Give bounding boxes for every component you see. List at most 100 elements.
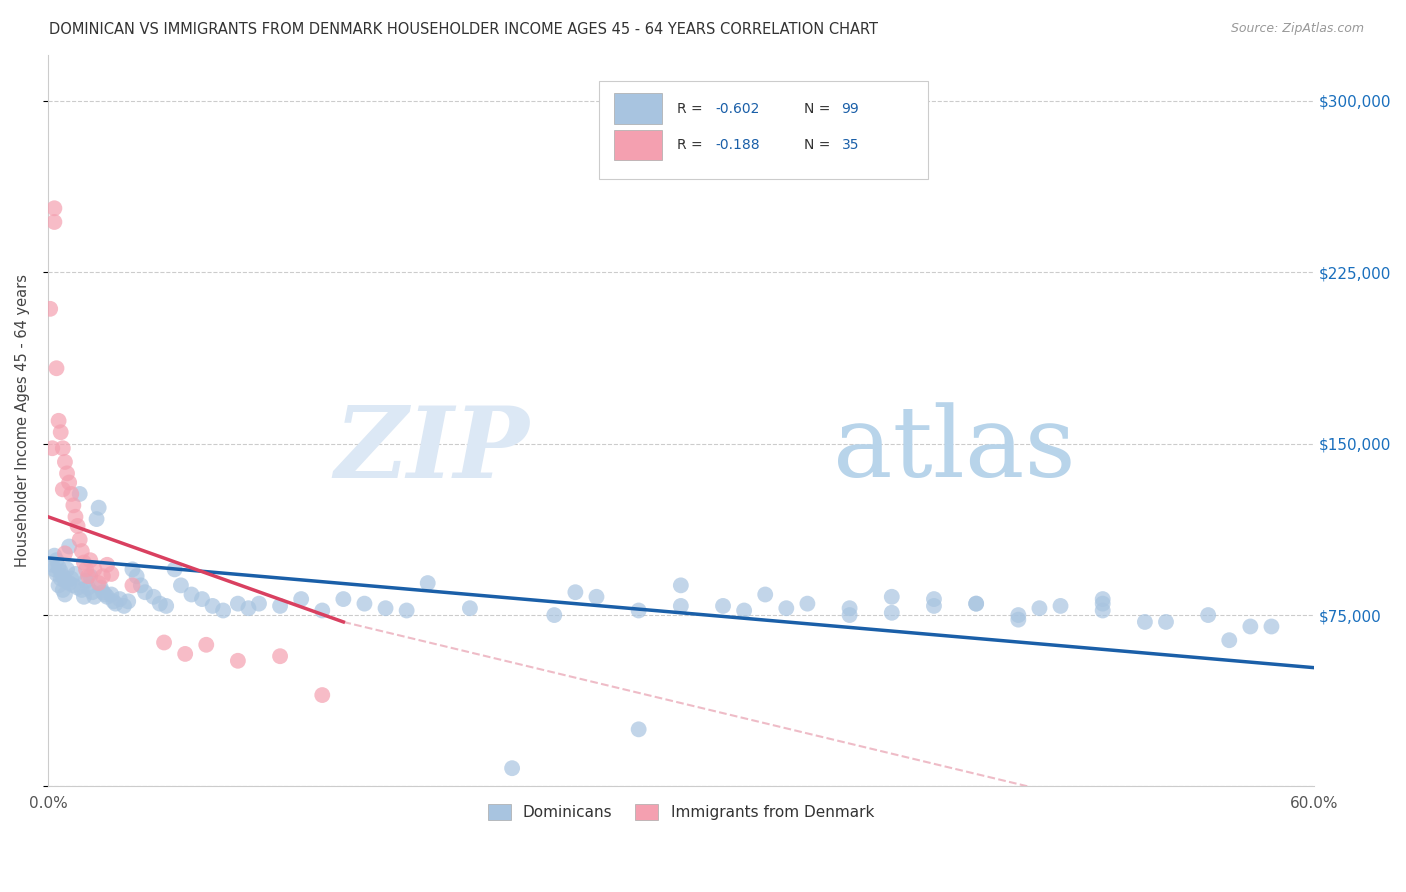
Point [66, 519, 89, 533]
Point [90, 581, 112, 595]
Point [501, 761, 523, 775]
Point [53, 574, 76, 588]
Point [62, 499, 84, 513]
Point [70, 544, 93, 558]
Point [103, 594, 125, 608]
Point [458, 601, 481, 615]
Point [53, 587, 76, 601]
Point [201, 599, 224, 613]
Point [58, 576, 80, 591]
Point [669, 599, 692, 613]
Point [353, 597, 375, 611]
Point [108, 592, 131, 607]
Point [104, 597, 127, 611]
Point [69, 533, 91, 547]
Point [112, 599, 135, 613]
Point [44, 215, 66, 229]
Point [91, 585, 114, 599]
Point [838, 608, 860, 623]
Text: Source: ZipAtlas.com: Source: ZipAtlas.com [1230, 22, 1364, 36]
Point [83, 562, 105, 576]
Point [1091, 603, 1114, 617]
Point [1007, 613, 1029, 627]
Point [62, 578, 84, 592]
Point [79, 569, 101, 583]
Point [53, 455, 76, 469]
Point [1049, 599, 1071, 613]
Point [129, 578, 152, 592]
Point [543, 608, 565, 623]
Point [191, 592, 214, 607]
FancyBboxPatch shape [614, 93, 662, 124]
Point [733, 603, 755, 617]
Point [1197, 608, 1219, 623]
Point [125, 569, 148, 583]
Point [44, 562, 66, 576]
Point [45, 566, 67, 581]
Point [226, 597, 249, 611]
Point [585, 590, 607, 604]
Point [416, 576, 439, 591]
Point [70, 582, 93, 597]
Point [212, 603, 235, 617]
Point [41, 558, 63, 572]
Point [60, 487, 83, 501]
Point [52, 483, 75, 497]
Point [1007, 608, 1029, 623]
Point [332, 592, 354, 607]
Point [311, 603, 333, 617]
Point [374, 601, 396, 615]
Point [117, 594, 139, 608]
Point [75, 574, 97, 588]
Text: 35: 35 [842, 138, 859, 153]
Point [226, 654, 249, 668]
Point [75, 562, 97, 576]
Point [73, 590, 96, 604]
Text: N =: N = [804, 102, 834, 116]
Point [880, 590, 903, 604]
Point [66, 581, 89, 595]
Point [1239, 619, 1261, 633]
Point [56, 562, 79, 576]
Legend: Dominicans, Immigrants from Denmark: Dominicans, Immigrants from Denmark [482, 798, 880, 826]
Point [395, 603, 418, 617]
Point [965, 597, 987, 611]
Point [880, 606, 903, 620]
Point [86, 512, 108, 526]
Point [65, 566, 87, 581]
Point [195, 638, 218, 652]
Point [149, 597, 172, 611]
Point [247, 597, 270, 611]
Text: ZIP: ZIP [335, 401, 529, 499]
Text: R =: R = [678, 138, 707, 153]
Point [627, 603, 650, 617]
FancyBboxPatch shape [614, 129, 662, 161]
Point [838, 601, 860, 615]
Point [83, 590, 105, 604]
Point [1091, 597, 1114, 611]
Point [796, 597, 818, 611]
Point [155, 599, 177, 613]
Point [754, 587, 776, 601]
Point [965, 597, 987, 611]
Point [922, 599, 945, 613]
Point [65, 509, 87, 524]
Point [669, 578, 692, 592]
Point [91, 569, 114, 583]
Text: -0.188: -0.188 [716, 138, 759, 153]
Text: atlas: atlas [832, 402, 1076, 498]
Point [77, 569, 100, 583]
Point [82, 585, 104, 599]
Point [87, 576, 110, 591]
Point [52, 442, 75, 456]
Point [1154, 615, 1177, 629]
Point [134, 585, 156, 599]
Point [627, 723, 650, 737]
Text: 99: 99 [842, 102, 859, 116]
Point [311, 688, 333, 702]
Point [79, 553, 101, 567]
Point [53, 546, 76, 560]
Y-axis label: Householder Income Ages 45 - 64 years: Householder Income Ages 45 - 64 years [15, 275, 30, 567]
Point [49, 565, 72, 579]
Point [121, 562, 143, 576]
